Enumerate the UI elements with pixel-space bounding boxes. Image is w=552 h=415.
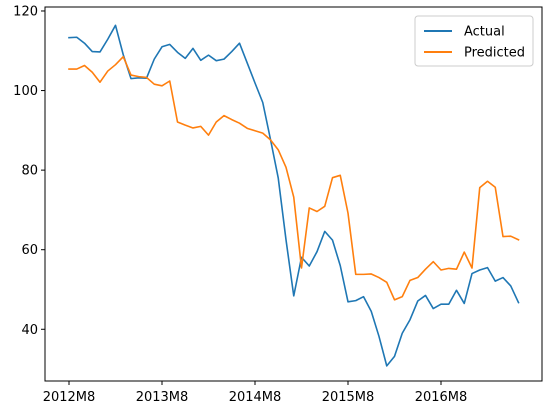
y-tick-label-80: 80	[21, 164, 38, 179]
series-line-actual	[68, 24, 520, 367]
y-tick-label-100: 100	[13, 84, 38, 99]
series-line-predicted	[68, 55, 520, 301]
x-tick-label-2016m8: 2016M8	[415, 390, 468, 405]
x-tick-label-2013m8: 2013M8	[136, 390, 189, 405]
axes-layer	[44, 6, 543, 382]
x-tick-label-2015m8: 2015M8	[322, 390, 375, 405]
plot-frame	[44, 6, 543, 382]
y-axis: 40 60 80 100 120	[13, 4, 45, 338]
legend-label-actual: Actual	[464, 25, 505, 40]
legend-label-predicted: Predicted	[464, 46, 525, 61]
y-tick-label-40: 40	[21, 323, 38, 338]
x-axis: 2012M8 2013M8 2014M8 2015M8 2016M8	[43, 381, 468, 405]
y-tick-label-120: 120	[13, 4, 38, 19]
series-layer	[68, 24, 520, 367]
legend: Actual Predicted	[414, 15, 534, 67]
x-tick-label-2014m8: 2014M8	[229, 390, 282, 405]
y-tick-label-60: 60	[21, 243, 38, 258]
legend-box	[414, 15, 534, 67]
x-tick-label-2012m8: 2012M8	[43, 390, 96, 405]
